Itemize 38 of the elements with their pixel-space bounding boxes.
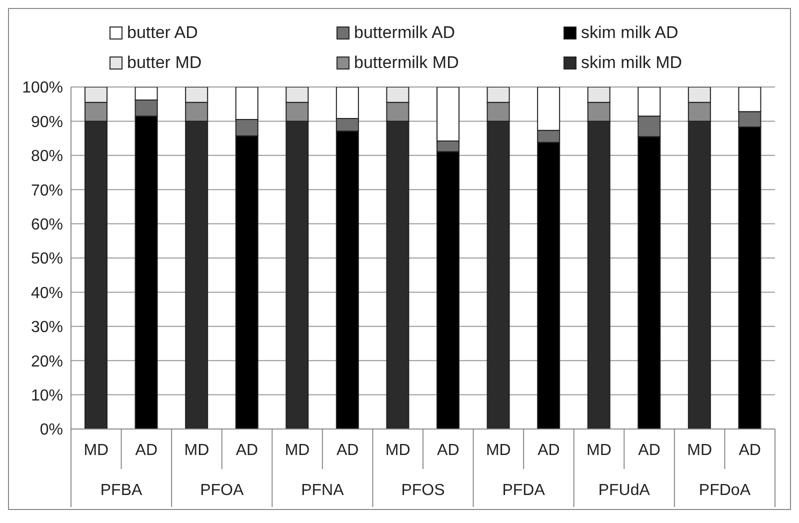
text: PFDoA [698,482,751,499]
y-tick-label: 10% [30,387,63,404]
x-tick-label: MD [385,442,410,459]
x-tick-label: AD [638,442,660,459]
y-tick-label: 70% [30,182,63,200]
y-tick-label: 100% [22,80,63,97]
y-tick-label: 0% [40,422,63,439]
x-tick-label: MD [84,442,109,459]
text: PFNA [301,482,344,499]
legend-label: buttermilk MD [353,53,460,73]
text: PFOA [200,482,244,499]
x-tick-label: MD [687,442,712,459]
x-tick-label: MD [586,442,612,459]
legend-label: skim milk AD [580,23,680,43]
legend-label: butter MD [126,53,203,73]
x-tick-label: AD [135,442,158,459]
text: PFBA [100,482,143,499]
y-tick-label: 60% [30,216,63,234]
text: PFOS [401,482,445,499]
x-tick-label: AD [336,442,359,459]
x-tick-label: AD [738,442,761,459]
x-tick-label: MD [486,442,511,459]
text: PFDA [502,482,546,499]
x-tick-label: AD [437,442,460,459]
legend-label: skim milk MD [580,53,684,73]
text: PFUdA [598,482,650,499]
x-tick-label: MD [284,442,310,459]
x-tick-label: AD [538,442,560,459]
y-tick-label: 30% [30,319,63,336]
y-tick-label: 40% [30,284,63,302]
legend-label: butter AD [126,23,199,43]
y-tick-label: 90% [30,114,63,131]
x-tick-label: AD [236,442,258,459]
y-tick-label: 80% [30,148,63,166]
legend-label: buttermilk AD [353,23,456,43]
y-tick-label: 20% [30,353,63,370]
x-tick-label: MD [184,442,210,459]
y-tick-label: 50% [30,250,63,268]
